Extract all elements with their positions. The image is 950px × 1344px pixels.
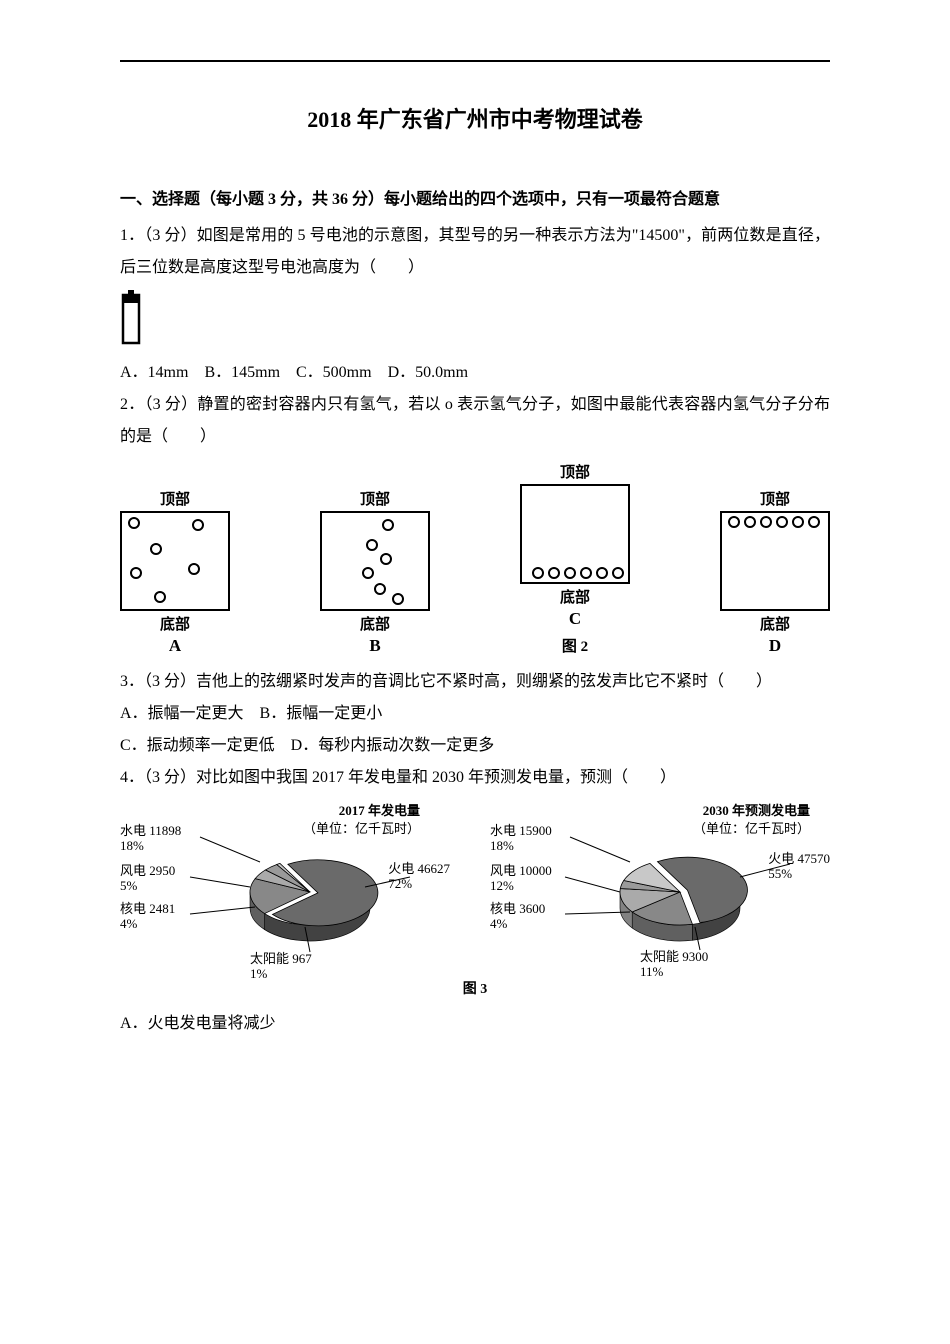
top-rule xyxy=(120,60,830,62)
q3-opt2: C．振动频率一定更低 D．每秒内振动次数一定更多 xyxy=(120,730,830,762)
q3-opt1: A．振幅一定更大 B．振幅一定更小 xyxy=(120,698,830,730)
q2-caption: 图 2 xyxy=(562,635,588,656)
q2-letter-b: B xyxy=(369,636,380,656)
battery-icon xyxy=(120,290,142,346)
q2-letter-c: C xyxy=(569,609,581,629)
q2-box-b: 顶部 底部 B xyxy=(320,488,430,656)
pie-2017-unit: （单位：亿千瓦时） xyxy=(303,822,420,837)
q2-box-d: 顶部 底部 D xyxy=(720,488,830,656)
q2-letter-d: D xyxy=(769,636,781,656)
pie-2017: 2017 年发电量 （单位：亿千瓦时） 水电 1189818% 风电 29505… xyxy=(120,802,460,972)
pie-2030-solar: 太阳能 930011% xyxy=(640,950,708,980)
pie-2030-title: 2030 年预测发电量 xyxy=(703,804,810,819)
pie-2030-wind: 风电 1000012% xyxy=(490,864,552,894)
q2-letter-a: A xyxy=(169,636,181,656)
q3-stem: 3．（3 分）吉他上的弦绷紧时发声的音调比它不紧时高，则绷紧的弦发声比它不紧时（… xyxy=(120,666,830,698)
q2-box-c: 顶部 底部 C 图 2 xyxy=(520,461,630,656)
q1-stem: 1．（3 分）如图是常用的 5 号电池的示意图，其型号的另一种表示方法为"145… xyxy=(120,220,830,284)
q2-figure: 顶部 底部 A 顶部 底部 B xyxy=(120,461,830,656)
q4-optA: A．火电发电量将减少 xyxy=(120,1008,830,1040)
q2-top-b: 顶部 xyxy=(360,488,390,509)
q2-box-a: 顶部 底部 A xyxy=(120,488,230,656)
q4-caption: 图 3 xyxy=(120,978,830,998)
q2-top-c: 顶部 xyxy=(560,461,590,482)
pie-2030-nuclear: 核电 36004% xyxy=(490,902,545,932)
pie-2030-thermal: 火电 4757055% xyxy=(768,852,830,882)
pie-2017-wind: 风电 29505% xyxy=(120,864,175,894)
q2-top-d: 顶部 xyxy=(760,488,790,509)
pie-2017-nuclear: 核电 24814% xyxy=(120,902,175,932)
pie-2030-hydro: 水电 1590018% xyxy=(490,824,552,854)
pie-2030: 2030 年预测发电量 （单位：亿千瓦时） 水电 1590018% 风电 100… xyxy=(490,802,830,972)
q2-bottom-a: 底部 xyxy=(160,613,190,634)
q2-top-a: 顶部 xyxy=(160,488,190,509)
pie-2030-unit: （单位：亿千瓦时） xyxy=(693,822,810,837)
q1-battery-figure xyxy=(120,290,830,351)
q2-bottom-c: 底部 xyxy=(560,586,590,607)
q2-bottom-d: 底部 xyxy=(760,613,790,634)
pie-2017-title: 2017 年发电量 xyxy=(339,804,420,819)
q4-figure: 2017 年发电量 （单位：亿千瓦时） 水电 1189818% 风电 29505… xyxy=(120,802,830,972)
section-header: 一、选择题（每小题 3 分，共 36 分）每小题给出的四个选项中，只有一项最符合… xyxy=(120,184,830,216)
pie-2017-solar: 太阳能 9671% xyxy=(250,952,312,982)
pie-2017-hydro: 水电 1189818% xyxy=(120,824,181,854)
q1-options: A．14mm B．145mm C．500mm D．50.0mm xyxy=(120,357,830,389)
q4-stem: 4．（3 分）对比如图中我国 2017 年发电量和 2030 年预测发电量，预测… xyxy=(120,762,830,794)
pie-2017-thermal: 火电 4662772% xyxy=(388,862,450,892)
q2-stem: 2．（3 分）静置的密封容器内只有氢气，若以 o 表示氢气分子，如图中最能代表容… xyxy=(120,389,830,453)
exam-title: 2018 年广东省广州市中考物理试卷 xyxy=(120,102,830,134)
q2-bottom-b: 底部 xyxy=(360,613,390,634)
